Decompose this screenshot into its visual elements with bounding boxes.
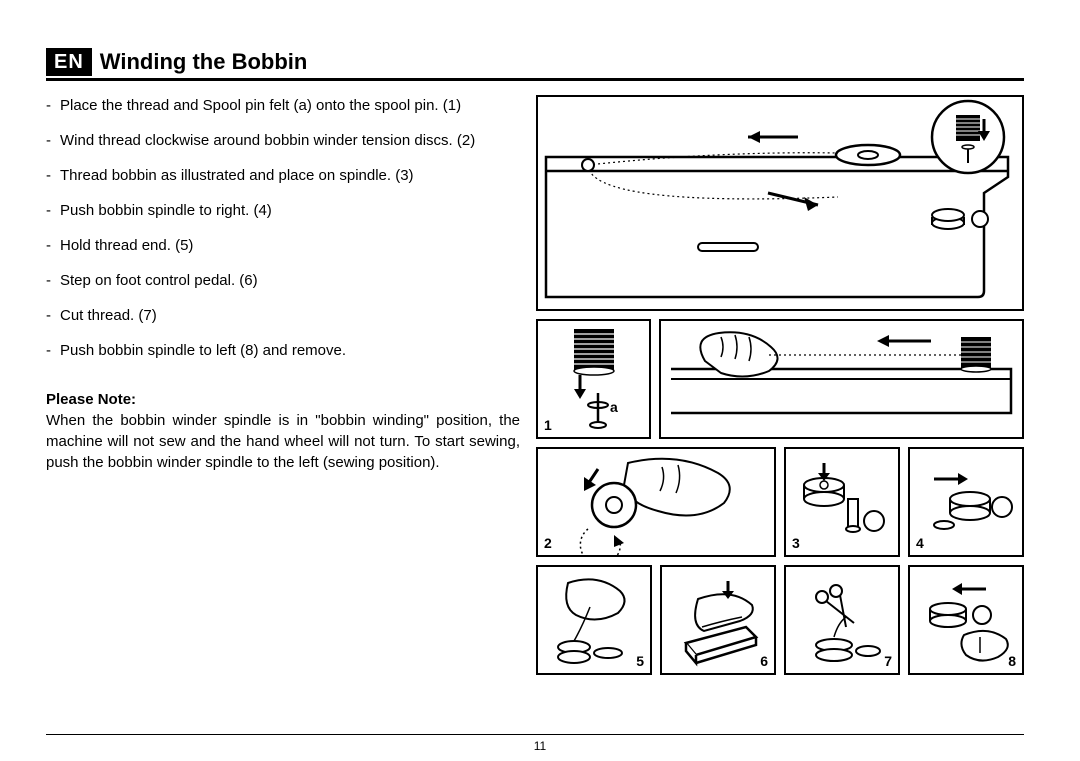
header: EN Winding the Bobbin [46, 48, 1024, 81]
figure-2: 2 [536, 447, 776, 557]
step-4: Push bobbin spindle to right. (4) [60, 200, 520, 221]
step-5: Hold thread end. (5) [60, 235, 520, 256]
step-1: Place the thread and Spool pin felt (a) … [60, 95, 520, 116]
figure-1: 1 a [536, 319, 651, 439]
figure-1-number: 1 [544, 417, 552, 433]
note-label: Please Note: [46, 389, 520, 410]
figure-wide [659, 319, 1024, 439]
figure-3-number: 3 [792, 535, 800, 551]
figure-4-number: 4 [916, 535, 924, 551]
figure-8: 8 [908, 565, 1024, 675]
footer-rule [46, 734, 1024, 735]
lang-badge: EN [46, 48, 92, 76]
page-title: Winding the Bobbin [100, 49, 308, 75]
figure-3: 3 [784, 447, 900, 557]
figure-main [536, 95, 1024, 311]
figure-5: 5 [536, 565, 652, 675]
note-text: When the bobbin winder spindle is in "bo… [46, 410, 520, 473]
step-3: Thread bobbin as illustrated and place o… [60, 165, 520, 186]
figure-7: 7 [784, 565, 900, 675]
step-7: Cut thread. (7) [60, 305, 520, 326]
figure-1-letter: a [610, 399, 618, 415]
figure-4: 4 [908, 447, 1024, 557]
step-6: Step on foot control pedal. (6) [60, 270, 520, 291]
figure-2-number: 2 [544, 535, 552, 551]
instructions-column: -Place the thread and Spool pin felt (a)… [46, 95, 520, 683]
figure-7-number: 7 [884, 653, 892, 669]
figure-8-number: 8 [1008, 653, 1016, 669]
page-number: 11 [0, 739, 1080, 753]
figure-6-number: 6 [760, 653, 768, 669]
figure-5-number: 5 [636, 653, 644, 669]
figures-column: 1 a [536, 95, 1024, 683]
figure-6: 6 [660, 565, 776, 675]
step-2: Wind thread clockwise around bobbin wind… [60, 130, 520, 151]
step-8: Push bobbin spindle to left (8) and remo… [60, 340, 520, 361]
